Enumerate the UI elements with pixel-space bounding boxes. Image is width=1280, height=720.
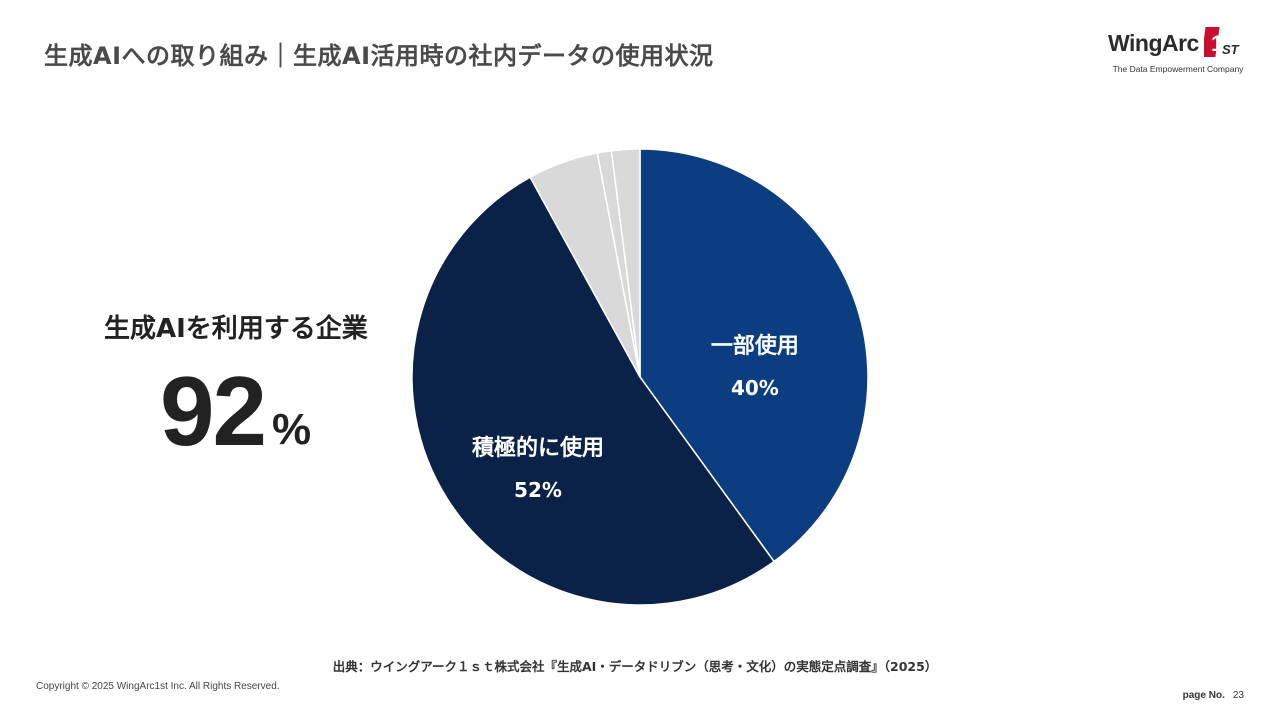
logo-wordmark: WingArc (1108, 30, 1199, 56)
pie-slice-other-4 (610, 148, 641, 378)
kpi-unit: % (272, 405, 312, 454)
page-number: page No. 23 (1183, 690, 1244, 701)
pie-label-category-1: 積極的に使用 (471, 435, 604, 461)
pie-label-1: 積極的に使用 52% (472, 430, 604, 502)
logo-mark-icon: 1 ST (1204, 27, 1240, 57)
pie-label-value-0: 40% (730, 375, 779, 400)
page-title: 生成AIへの取り組み｜生成AI活用時の社内データの使用状況 (44, 42, 714, 70)
pie-slice-1 (411, 176, 776, 606)
logo-tagline: The Data Empowerment Company (1112, 64, 1244, 74)
pie-label-category-0: 一部使用 (710, 333, 799, 359)
pie-slice-0 (639, 148, 869, 563)
pie-label-0: 一部使用 40% (711, 328, 799, 400)
source-note: 出典：ウイングアーク１ｓｔ株式会社『生成AI・データドリブン（思考・文化）の実態… (332, 659, 938, 674)
company-logo: WingArc 1 ST The Data Empowerment Compan… (1102, 22, 1252, 78)
kpi-value: 92 (160, 356, 267, 466)
page-number-value: 23 (1232, 690, 1244, 701)
kpi-label: 生成AIを利用する企業 (104, 314, 368, 344)
logo-mark-digit: 1 (1211, 31, 1223, 56)
pie-label-value-1: 52% (514, 477, 562, 502)
page-label: page No. (1182, 690, 1225, 701)
copyright-text: Copyright © 2025 WingArc1st Inc. All Rig… (36, 681, 280, 692)
logo-mark-suffix: ST (1222, 42, 1240, 57)
